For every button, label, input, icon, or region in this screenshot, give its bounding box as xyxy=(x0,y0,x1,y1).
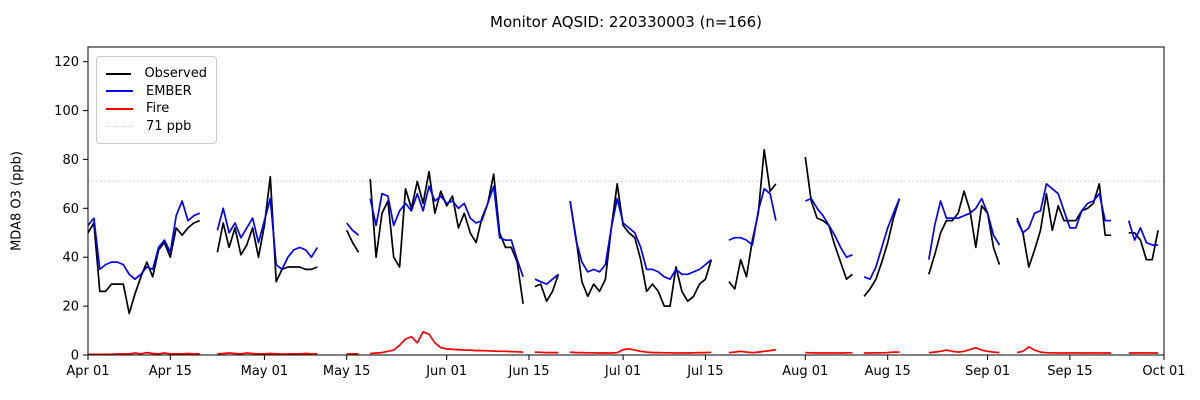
series-fire-line xyxy=(928,346,1000,354)
series-observed-line xyxy=(216,175,318,283)
x-tick-label: Aug 01 xyxy=(782,364,828,379)
series-fire-line xyxy=(570,348,712,354)
legend-line-sample-ember xyxy=(106,90,133,93)
plot-frame xyxy=(87,46,1165,356)
series-observed-line xyxy=(1128,230,1159,261)
legend-label-threshold: 71 ppb xyxy=(146,118,192,134)
series-observed-line xyxy=(1016,183,1112,268)
x-tick-label: Aug 15 xyxy=(865,364,911,379)
series-fire-line xyxy=(1016,346,1112,354)
series-ember-line xyxy=(1016,183,1112,234)
series-observed-line xyxy=(804,156,853,281)
series-observed-line xyxy=(534,274,560,303)
legend-line-sample-fire xyxy=(106,107,133,110)
series-observed-line xyxy=(87,219,201,315)
legend-item-fire: Fire xyxy=(106,100,207,117)
x-tick-label: Jul 15 xyxy=(686,364,723,379)
x-tick-label: Oct 01 xyxy=(1142,364,1185,379)
y-tick-label: 0 xyxy=(71,349,79,364)
legend-label-observed: Observed xyxy=(144,66,207,81)
x-tick-label: Apr 01 xyxy=(66,364,109,379)
legend-label-ember: EMBER xyxy=(146,83,192,99)
series-ember-line xyxy=(87,200,201,281)
y-tick-label: 100 xyxy=(54,104,79,119)
legend-item-threshold: 71 ppb xyxy=(106,118,207,135)
legend: Observed EMBER Fire 71 ppb xyxy=(96,56,217,144)
series-ember-line xyxy=(804,197,853,259)
y-tick-label: 120 xyxy=(54,55,79,70)
y-tick-label: 40 xyxy=(62,251,79,266)
series-ember-line xyxy=(728,187,777,246)
series-observed-line xyxy=(345,229,360,253)
series-ember-line xyxy=(346,222,360,236)
series-observed-line xyxy=(569,183,713,307)
series-fire-line xyxy=(88,351,200,356)
legend-line-sample-observed xyxy=(106,72,132,75)
series-ember-line xyxy=(863,198,901,281)
legend-item-ember: EMBER xyxy=(106,83,207,100)
y-tick-label: 20 xyxy=(62,300,79,315)
series-ember-line xyxy=(569,197,712,281)
legend-item-observed: Observed xyxy=(106,65,207,82)
series-fire-line xyxy=(217,352,318,355)
series-ember-line xyxy=(927,197,1001,260)
x-tick-label: May 01 xyxy=(241,364,289,379)
series-fire-line xyxy=(728,348,777,354)
x-tick-label: Sep 15 xyxy=(1047,364,1092,379)
series-fire-line xyxy=(534,351,559,354)
chart-title: Monitor AQSID: 220330003 (n=166) xyxy=(490,13,762,31)
series-ember-line xyxy=(369,185,524,278)
legend-line-sample-threshold xyxy=(106,125,133,127)
series-ember-line xyxy=(216,197,319,271)
series-ember-line xyxy=(534,273,559,285)
x-tick-label: May 15 xyxy=(323,364,371,379)
series-fire-line xyxy=(370,330,524,355)
x-tick-label: Jun 01 xyxy=(425,364,467,379)
x-tick-label: Jun 15 xyxy=(508,364,550,379)
y-tick-label: 60 xyxy=(62,202,79,217)
x-tick-label: Jul 01 xyxy=(604,364,641,379)
legend-label-fire: Fire xyxy=(146,101,170,117)
y-tick-label: 80 xyxy=(62,153,79,168)
series-observed-line xyxy=(728,148,777,290)
series-ember-line xyxy=(1127,220,1159,246)
x-tick-label: Apr 15 xyxy=(149,364,192,379)
series-fire-line xyxy=(864,351,900,354)
x-tick-label: Sep 01 xyxy=(965,364,1010,379)
series-observed-line xyxy=(863,198,901,297)
